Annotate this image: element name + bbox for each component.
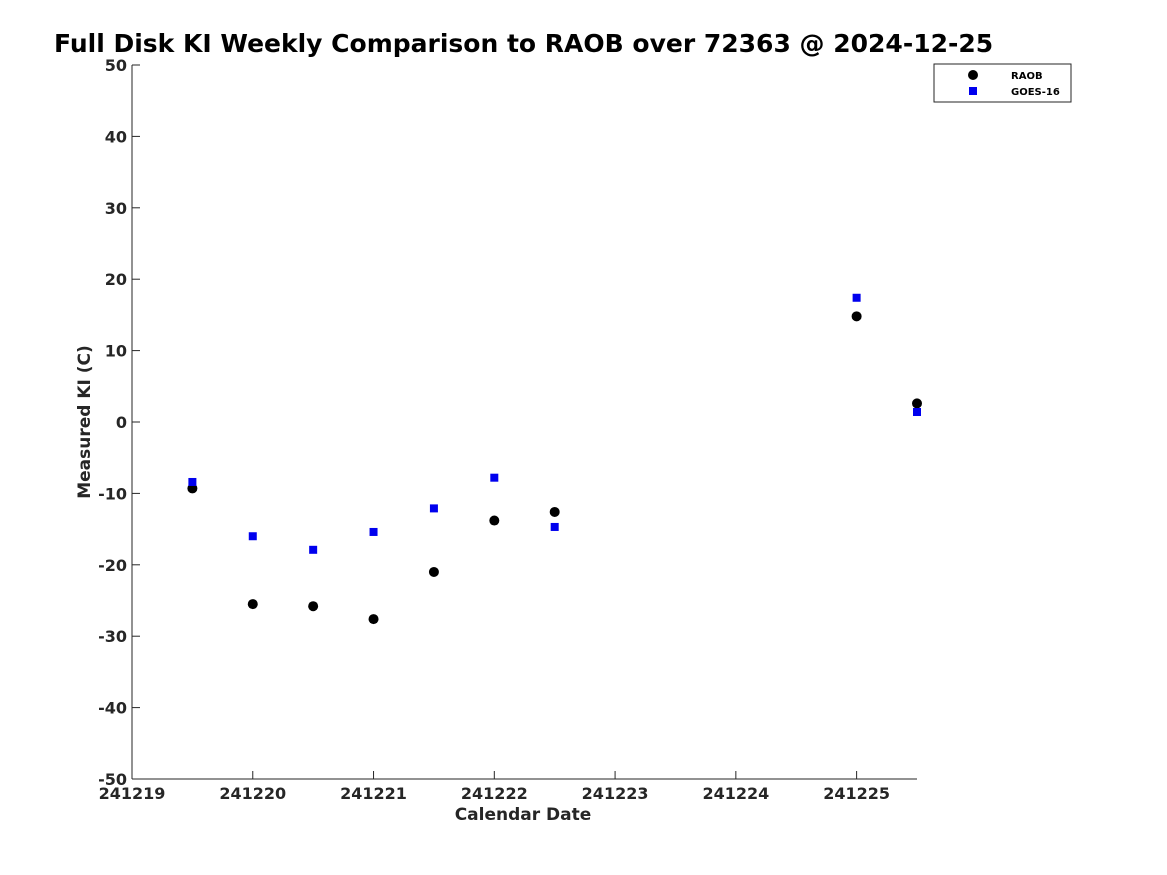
legend-marker	[968, 70, 978, 80]
data-point	[851, 311, 862, 322]
y-axis-label: Measured KI (C)	[75, 345, 95, 499]
y-tick-label: -40	[98, 699, 127, 718]
data-point	[852, 293, 861, 302]
data-point	[912, 398, 922, 409]
y-tick-label: 50	[105, 56, 127, 75]
data-point	[913, 408, 921, 417]
data-point	[429, 504, 438, 513]
chart-title: Full Disk KI Weekly Comparison to RAOB o…	[54, 29, 993, 58]
x-tick-label: 241224	[702, 784, 769, 803]
y-tick-label: -50	[98, 770, 127, 789]
y-tick-label: -20	[98, 556, 127, 575]
y-tick-label: 30	[105, 199, 127, 218]
x-tick-label: 241225	[823, 784, 890, 803]
data-point	[247, 599, 258, 610]
data-point	[490, 473, 499, 482]
y-tick-label: 20	[105, 270, 127, 289]
y-tick-label: 0	[116, 413, 127, 432]
legend-marker	[969, 87, 977, 95]
legend-label: GOES-16	[1011, 87, 1060, 98]
data-point	[549, 506, 560, 517]
x-tick-label: 241220	[219, 784, 286, 803]
data-point	[368, 614, 379, 625]
legend-box	[933, 63, 1072, 103]
y-tick-label: -10	[98, 484, 127, 503]
data-point	[369, 527, 378, 536]
data-point	[489, 515, 500, 526]
data-marks	[187, 293, 922, 625]
legend: RAOB GOES-16	[933, 63, 1072, 103]
data-point	[188, 477, 197, 486]
data-point	[248, 532, 257, 541]
data-point	[309, 545, 318, 554]
series-raob	[187, 311, 922, 625]
legend-label: RAOB	[1011, 71, 1043, 82]
data-point	[308, 601, 319, 612]
series-goes-16	[188, 293, 921, 554]
y-tick-label: 40	[105, 127, 127, 146]
x-tick-label: 241222	[461, 784, 528, 803]
x-tick-label: 241221	[340, 784, 407, 803]
y-tick-label: -30	[98, 627, 127, 646]
data-point	[428, 566, 439, 577]
y-tick-label: 10	[105, 342, 127, 361]
x-tick-label: 241219	[99, 784, 166, 803]
data-point	[550, 522, 559, 531]
x-axis-label: Calendar Date	[455, 805, 592, 825]
x-tick-label: 241223	[582, 784, 649, 803]
